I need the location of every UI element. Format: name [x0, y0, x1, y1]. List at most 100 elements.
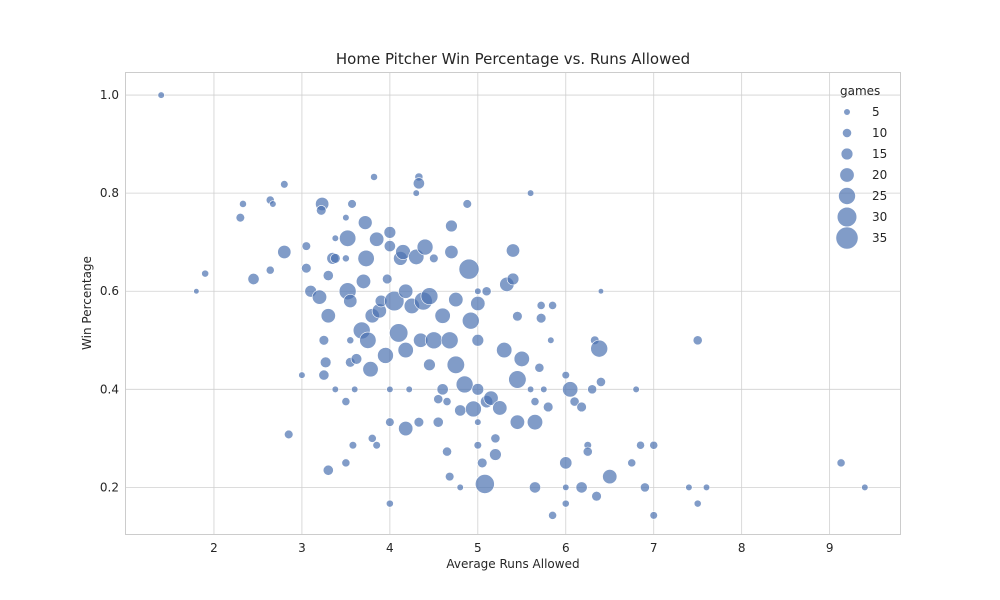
data-point	[280, 180, 289, 189]
x-tick-label: 7	[650, 541, 658, 555]
data-point	[534, 362, 545, 373]
legend-marker	[836, 206, 858, 228]
data-point	[367, 433, 377, 443]
data-point	[543, 401, 554, 413]
y-tick-label: 0.2	[100, 480, 119, 494]
data-point	[529, 481, 541, 494]
data-point	[470, 295, 486, 311]
data-point	[357, 215, 373, 230]
data-point	[398, 421, 414, 437]
data-point	[316, 205, 327, 216]
data-point	[343, 294, 358, 309]
data-point	[471, 334, 485, 347]
data-point	[445, 219, 458, 233]
data-point	[433, 394, 444, 405]
legend-marker	[842, 128, 852, 138]
data-point	[489, 448, 502, 461]
data-point	[319, 356, 332, 369]
grid-layer	[126, 73, 900, 534]
data-point	[559, 456, 573, 470]
data-point	[456, 483, 464, 492]
legend-marker	[843, 108, 851, 116]
data-point	[474, 418, 482, 426]
legend-label: 5	[872, 105, 880, 119]
data-point	[649, 440, 659, 450]
data-point	[412, 177, 425, 190]
data-point	[201, 269, 210, 278]
data-point	[512, 311, 523, 322]
data-point	[311, 289, 327, 305]
data-point	[420, 287, 439, 305]
data-point	[398, 283, 414, 299]
data-point	[474, 287, 482, 295]
data-point	[436, 383, 449, 396]
points-layer	[157, 91, 869, 520]
data-point	[235, 213, 245, 223]
data-point	[383, 240, 396, 253]
legend: games 5 10 15 20 25 30 35	[835, 84, 887, 250]
data-point	[434, 307, 451, 324]
data-point	[369, 231, 385, 247]
data-point	[442, 446, 452, 457]
data-point	[692, 335, 703, 346]
legend-title: games	[840, 84, 880, 98]
data-point	[413, 417, 425, 428]
data-point	[440, 331, 459, 350]
legend-label: 25	[872, 189, 887, 203]
data-point	[330, 253, 341, 264]
x-axis-label: Average Runs Allowed	[446, 557, 579, 571]
legend-label: 30	[872, 210, 887, 224]
data-point	[382, 273, 393, 285]
data-point	[526, 189, 535, 197]
data-point	[590, 339, 608, 358]
data-point	[339, 229, 357, 247]
data-point	[277, 245, 292, 259]
data-point	[322, 464, 334, 476]
data-point	[475, 474, 495, 494]
data-point	[535, 313, 547, 324]
data-point	[477, 457, 488, 469]
data-point	[455, 375, 474, 394]
data-point	[389, 323, 409, 343]
data-point	[465, 400, 482, 418]
legend-label: 15	[872, 147, 887, 161]
data-point	[247, 273, 260, 285]
data-point	[265, 265, 275, 275]
data-point	[481, 286, 492, 297]
data-point	[596, 377, 606, 387]
data-point	[461, 311, 480, 330]
data-point	[298, 371, 306, 379]
data-point	[530, 397, 540, 406]
data-point	[492, 400, 508, 416]
y-axis-label: Win Percentage	[80, 256, 94, 350]
data-point	[284, 429, 294, 440]
data-point	[693, 499, 702, 508]
data-point	[591, 491, 602, 502]
data-point	[385, 417, 395, 427]
data-point	[322, 270, 334, 281]
data-point	[377, 347, 394, 364]
data-point	[632, 385, 640, 393]
data-point	[861, 483, 869, 492]
data-point	[269, 200, 277, 208]
data-point	[351, 385, 359, 393]
data-point	[157, 91, 165, 99]
x-tick-label: 9	[826, 541, 834, 555]
data-point	[569, 396, 580, 407]
legend-marker	[838, 187, 856, 205]
data-point	[193, 288, 200, 295]
data-point	[446, 355, 465, 374]
data-point	[561, 499, 570, 508]
data-point	[649, 511, 658, 520]
legend-marker	[840, 147, 854, 161]
x-tick-label: 2	[210, 541, 218, 555]
data-point	[425, 331, 443, 350]
ticks-layer: 2 3 4 5 6 7 8 9 0.2 0.4 0.6 0.8 1.0	[100, 88, 834, 555]
data-point	[372, 441, 381, 450]
data-point	[347, 199, 357, 209]
data-point	[331, 234, 339, 242]
data-point	[320, 308, 336, 324]
data-point	[383, 226, 397, 239]
data-point	[496, 342, 513, 359]
